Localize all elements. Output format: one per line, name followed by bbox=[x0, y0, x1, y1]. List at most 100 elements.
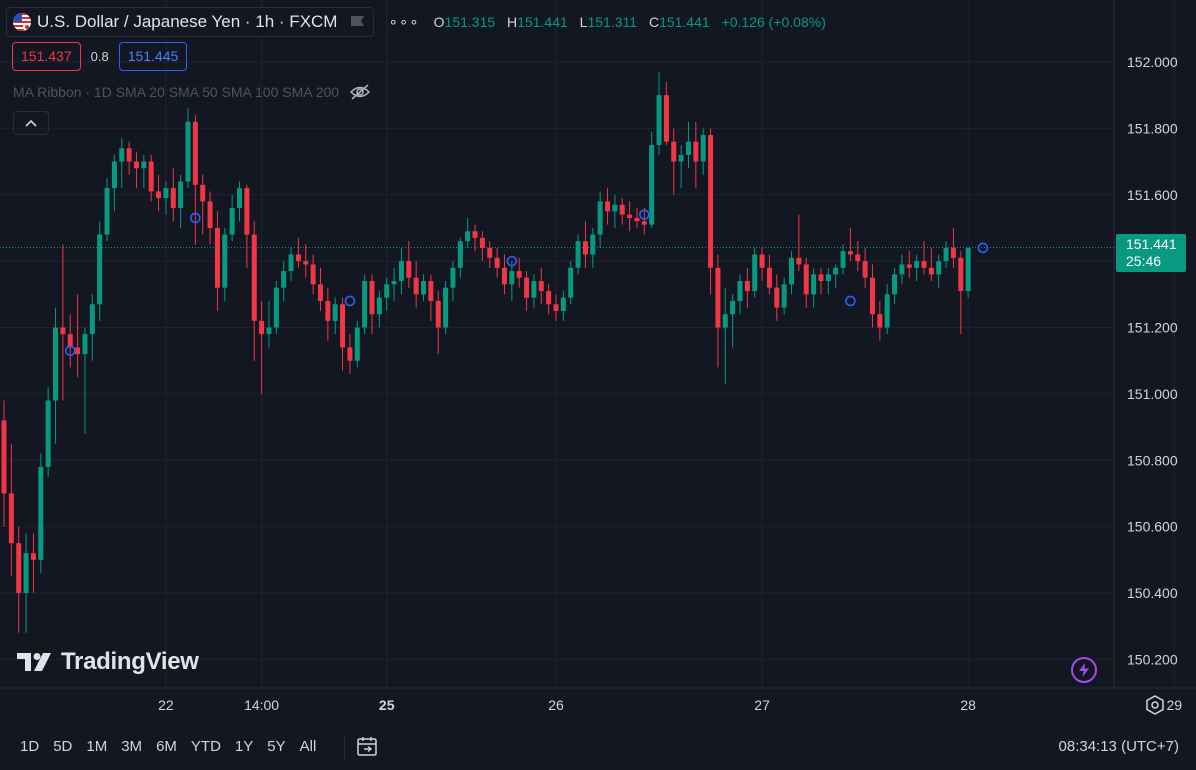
candle-body bbox=[325, 300, 331, 321]
indicator-legend[interactable]: MA Ribbon · 1D SMA 20 SMA 50 SMA 100 SMA… bbox=[13, 84, 371, 100]
candle-body bbox=[178, 181, 184, 209]
candle-body bbox=[509, 271, 515, 285]
candle-body bbox=[781, 284, 787, 308]
candle-body bbox=[825, 274, 831, 282]
candles bbox=[1, 71, 971, 633]
candle-body bbox=[656, 95, 662, 145]
candle-body bbox=[479, 237, 485, 248]
candle-body bbox=[273, 287, 279, 328]
toolbar-divider bbox=[344, 734, 346, 759]
tradingview-logo[interactable]: TradingView bbox=[17, 648, 199, 676]
timeframe-6m[interactable]: 6M bbox=[156, 738, 177, 755]
us-flag-icon bbox=[13, 13, 31, 31]
time-tick-label: 26 bbox=[548, 697, 564, 713]
open-label: O bbox=[433, 14, 445, 30]
candle-body bbox=[229, 208, 235, 235]
flag-icon[interactable] bbox=[349, 15, 365, 29]
candle-body bbox=[744, 281, 750, 291]
symbol-selector[interactable]: U.S. Dollar / Japanese Yen · 1h · FXCM bbox=[6, 7, 375, 37]
candle-body bbox=[200, 184, 206, 202]
candle-body bbox=[958, 257, 964, 291]
candle-body bbox=[376, 297, 382, 315]
tradingview-wordmark: TradingView bbox=[61, 648, 199, 675]
ohlc-values: O151.315 H151.441 L151.311 C151.441 +0.1… bbox=[434, 14, 834, 30]
candle-body bbox=[568, 267, 574, 298]
timeframe-5d[interactable]: 5D bbox=[53, 738, 73, 755]
candle-body bbox=[855, 254, 861, 262]
candle-body bbox=[678, 154, 684, 162]
candle-body bbox=[803, 264, 809, 295]
candle-body bbox=[354, 327, 360, 361]
price-tick-label: 151.000 bbox=[1127, 386, 1178, 402]
time-tick-label: 22 bbox=[158, 697, 174, 713]
candle-body bbox=[921, 261, 927, 268]
high-value: 151.441 bbox=[517, 14, 568, 30]
price-tick-label: 150.200 bbox=[1127, 651, 1178, 667]
last-price-value: 151.441 bbox=[1126, 236, 1177, 252]
price-tick-label: 151.800 bbox=[1127, 120, 1178, 136]
timeframe-all[interactable]: All bbox=[299, 738, 317, 755]
price-tick-label: 150.800 bbox=[1127, 452, 1178, 468]
timeframe-1m[interactable]: 1M bbox=[86, 738, 108, 755]
timeframe-ytd[interactable]: YTD bbox=[190, 738, 221, 755]
candle-body bbox=[53, 327, 59, 401]
candle-body bbox=[877, 314, 883, 328]
candle-body bbox=[384, 284, 390, 298]
timeframe-1y[interactable]: 1Y bbox=[234, 738, 254, 755]
sell-button[interactable]: 151.437 bbox=[12, 42, 81, 71]
collapse-legend-button[interactable] bbox=[13, 111, 49, 135]
candle-body bbox=[722, 314, 728, 328]
candle-body bbox=[524, 277, 530, 298]
candle-body bbox=[936, 261, 942, 275]
timezone-clock[interactable]: 08:34:13 (UTC+7) bbox=[1058, 738, 1179, 755]
candle-body bbox=[369, 281, 375, 315]
candle-body bbox=[281, 271, 287, 288]
candle-body bbox=[1, 420, 7, 494]
spread-value: 0.8 bbox=[90, 49, 109, 64]
candle-body bbox=[362, 281, 368, 328]
candle-body bbox=[222, 234, 228, 288]
candle-body bbox=[406, 261, 412, 278]
candle-body bbox=[170, 188, 176, 209]
candle-body bbox=[23, 553, 29, 593]
candle-body bbox=[892, 274, 898, 295]
timeframe-5y[interactable]: 5Y bbox=[267, 738, 286, 755]
candle-body bbox=[347, 347, 353, 361]
time-tick-label: 14:00 bbox=[244, 697, 279, 713]
candle-body bbox=[553, 304, 559, 311]
more-options-icon[interactable]: ∘∘∘ bbox=[388, 14, 420, 31]
candle-body bbox=[516, 271, 522, 278]
candle-body bbox=[45, 400, 51, 467]
lightning-bolt-icon[interactable] bbox=[1071, 657, 1097, 683]
price-tick-label: 150.600 bbox=[1127, 519, 1178, 535]
candle-body bbox=[133, 161, 139, 169]
event-marker bbox=[506, 255, 518, 267]
event-marker bbox=[344, 295, 356, 307]
timeframe-1d[interactable]: 1D bbox=[20, 738, 40, 755]
time-tick-label: 28 bbox=[960, 697, 976, 713]
buy-button[interactable]: 151.445 bbox=[118, 42, 188, 71]
timeframe-3m[interactable]: 3M bbox=[121, 738, 143, 755]
gear-icon[interactable] bbox=[1144, 694, 1166, 716]
candle-body bbox=[288, 254, 294, 272]
last-price-badge: 151.441 25:46 bbox=[1116, 234, 1186, 272]
candle-body bbox=[538, 281, 544, 291]
change-value: +0.126 (+0.08%) bbox=[721, 14, 826, 30]
candle-body bbox=[340, 304, 346, 348]
candle-body bbox=[428, 281, 434, 301]
candle-body bbox=[634, 217, 640, 222]
candle-body bbox=[906, 264, 912, 268]
candle-body bbox=[965, 247, 971, 291]
quote-row: 151.437 0.8 151.445 bbox=[12, 42, 188, 71]
candle-body bbox=[671, 141, 677, 162]
candle-body bbox=[605, 201, 611, 212]
candle-body bbox=[465, 231, 471, 242]
candle-body bbox=[126, 148, 132, 162]
event-marker bbox=[639, 209, 650, 220]
date-range-calendar-icon[interactable] bbox=[355, 735, 379, 759]
candle-body bbox=[693, 141, 699, 162]
eye-hidden-icon[interactable] bbox=[349, 84, 371, 100]
candle-body bbox=[663, 95, 669, 142]
candle-body bbox=[413, 277, 419, 295]
